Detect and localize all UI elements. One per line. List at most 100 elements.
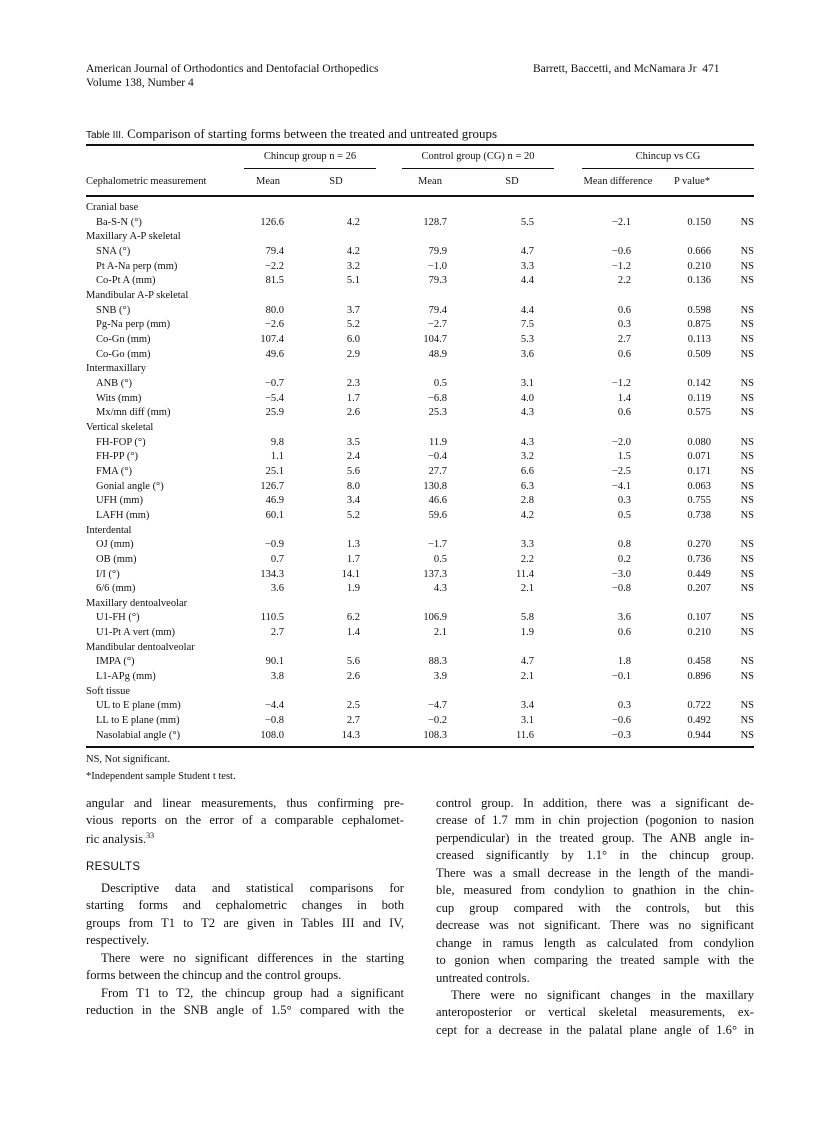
table-cell: 6.6 — [520, 465, 534, 477]
line-text: to gonion when comparing the treated sam… — [436, 953, 754, 968]
table-cell: NS — [740, 700, 754, 712]
column-header: Mean — [256, 176, 280, 187]
table-cell: 2.2 — [617, 275, 631, 287]
table-cell: 0.3 — [617, 495, 631, 507]
table-cell: 88.3 — [428, 656, 447, 668]
table-cell: 0.944 — [687, 729, 711, 741]
row-label: Co-Pt A (mm) — [96, 275, 156, 287]
table-cell: 79.4 — [428, 304, 447, 316]
table-cell: 60.1 — [265, 509, 284, 521]
table-cell: 79.9 — [428, 245, 447, 257]
table-cell: NS — [740, 729, 754, 741]
table-cell: 3.6 — [270, 583, 284, 595]
row-label: UL to E plane (mm) — [96, 700, 181, 712]
table-cell: NS — [740, 612, 754, 624]
line-text: Descriptive data and statistical compari… — [101, 880, 404, 895]
table-cell: 0.6 — [617, 627, 631, 639]
row-label: Mx/mn diff (mm) — [96, 407, 171, 419]
table-cell: 2.1 — [520, 583, 534, 595]
table-cell: 2.7 — [270, 627, 284, 639]
table-cell: NS — [740, 480, 754, 492]
table-cell: NS — [740, 656, 754, 668]
line-text: There were no significant changes in the… — [451, 987, 754, 1002]
table-cell: NS — [740, 319, 754, 331]
line-text: There were no significant differences in… — [101, 950, 404, 965]
table-cell: 0.449 — [687, 568, 711, 580]
table-cell: NS — [740, 245, 754, 257]
line-text: untreated controls. — [436, 970, 530, 985]
table-cell: 3.4 — [520, 700, 534, 712]
table-cell: 137.3 — [423, 568, 447, 580]
table-cell: NS — [740, 275, 754, 287]
table-cell: 0.666 — [687, 245, 711, 257]
table-cell: −3.0 — [611, 568, 631, 580]
row-label: FH-FOP (°) — [96, 436, 146, 448]
table-cell: 11.9 — [429, 436, 447, 448]
table-cell: 5.1 — [346, 275, 360, 287]
table-cell: NS — [740, 553, 754, 565]
table-cell: NS — [740, 333, 754, 345]
table-cell: NS — [740, 392, 754, 404]
table-cell: 0.492 — [687, 715, 711, 727]
table-cell: 3.7 — [346, 304, 360, 316]
group-rule — [244, 168, 376, 169]
table-cell: 49.6 — [265, 348, 284, 360]
text-line: to gonion when comparing the treated sam… — [436, 953, 754, 968]
table-cell: 0.063 — [687, 480, 711, 492]
table-cell: 0.458 — [687, 656, 711, 668]
column-header: Mean difference — [583, 176, 653, 187]
table-cell: 0.722 — [687, 700, 711, 712]
table-cell: 134.3 — [260, 568, 284, 580]
text-line: untreated controls. — [436, 971, 754, 986]
table-cell: 6.2 — [346, 612, 360, 624]
table-cell: 3.8 — [270, 671, 284, 683]
group-rule — [582, 168, 754, 169]
table-cell: 0.107 — [687, 612, 711, 624]
journal-name: American Journal of Orthodontics and Den… — [86, 63, 379, 75]
table-cell: 6.0 — [346, 333, 360, 345]
row-label: OJ (mm) — [96, 539, 134, 551]
table-cell: NS — [740, 260, 754, 272]
text-line: angular and linear measurements, thus co… — [86, 796, 404, 811]
table-cell: 5.2 — [346, 319, 360, 331]
text-line: decrease was not significant. There was … — [436, 918, 754, 933]
table-cell: 0.5 — [617, 509, 631, 521]
table-cell: NS — [740, 671, 754, 683]
text-line: respectively. — [86, 933, 404, 948]
table-cell: 1.4 — [346, 627, 360, 639]
row-label: I/I (°) — [96, 568, 120, 580]
table-cell: 2.9 — [346, 348, 360, 360]
table-cell: 48.9 — [428, 348, 447, 360]
table-cell: −2.6 — [264, 319, 284, 331]
text-line: ble, measured from condylion to gnathion… — [436, 883, 754, 898]
table-label: Table III. — [86, 130, 124, 141]
table-cell: 4.3 — [520, 407, 534, 419]
table-cell: 0.5 — [433, 553, 447, 565]
table-cell: 1.3 — [346, 539, 360, 551]
table-cell: NS — [740, 715, 754, 727]
row-label: FH-PP (°) — [96, 451, 139, 463]
table-cell: 0.119 — [687, 392, 711, 404]
table-cell: 0.875 — [687, 319, 711, 331]
table-cell: 3.5 — [346, 436, 360, 448]
table-cell: −1.7 — [427, 539, 447, 551]
table-cell: 0.210 — [687, 627, 711, 639]
row-label: Nasolabial angle (°) — [96, 729, 181, 741]
table-cell: 5.6 — [346, 656, 360, 668]
table-cell: 79.4 — [265, 245, 284, 257]
table-cell: 9.8 — [270, 436, 284, 448]
table-cell: −1.0 — [427, 260, 447, 272]
table-cell: 3.4 — [346, 495, 360, 507]
table-cell: 126.6 — [260, 216, 284, 228]
table-cell: 128.7 — [423, 216, 447, 228]
text-line: anteroposterior or vertical skeletal mea… — [436, 1005, 754, 1020]
table-header-rule — [86, 195, 754, 197]
table-cell: −0.3 — [611, 729, 631, 741]
text-line: There were no significant changes in the… — [451, 988, 754, 1003]
table-cell: 0.738 — [687, 509, 711, 521]
table-cell: 2.8 — [520, 495, 534, 507]
line-text: ric analysis. — [86, 832, 147, 847]
table-cell: 4.2 — [346, 245, 360, 257]
table-cell: 110.5 — [260, 612, 284, 624]
row-label: U1-FH (°) — [96, 612, 140, 624]
